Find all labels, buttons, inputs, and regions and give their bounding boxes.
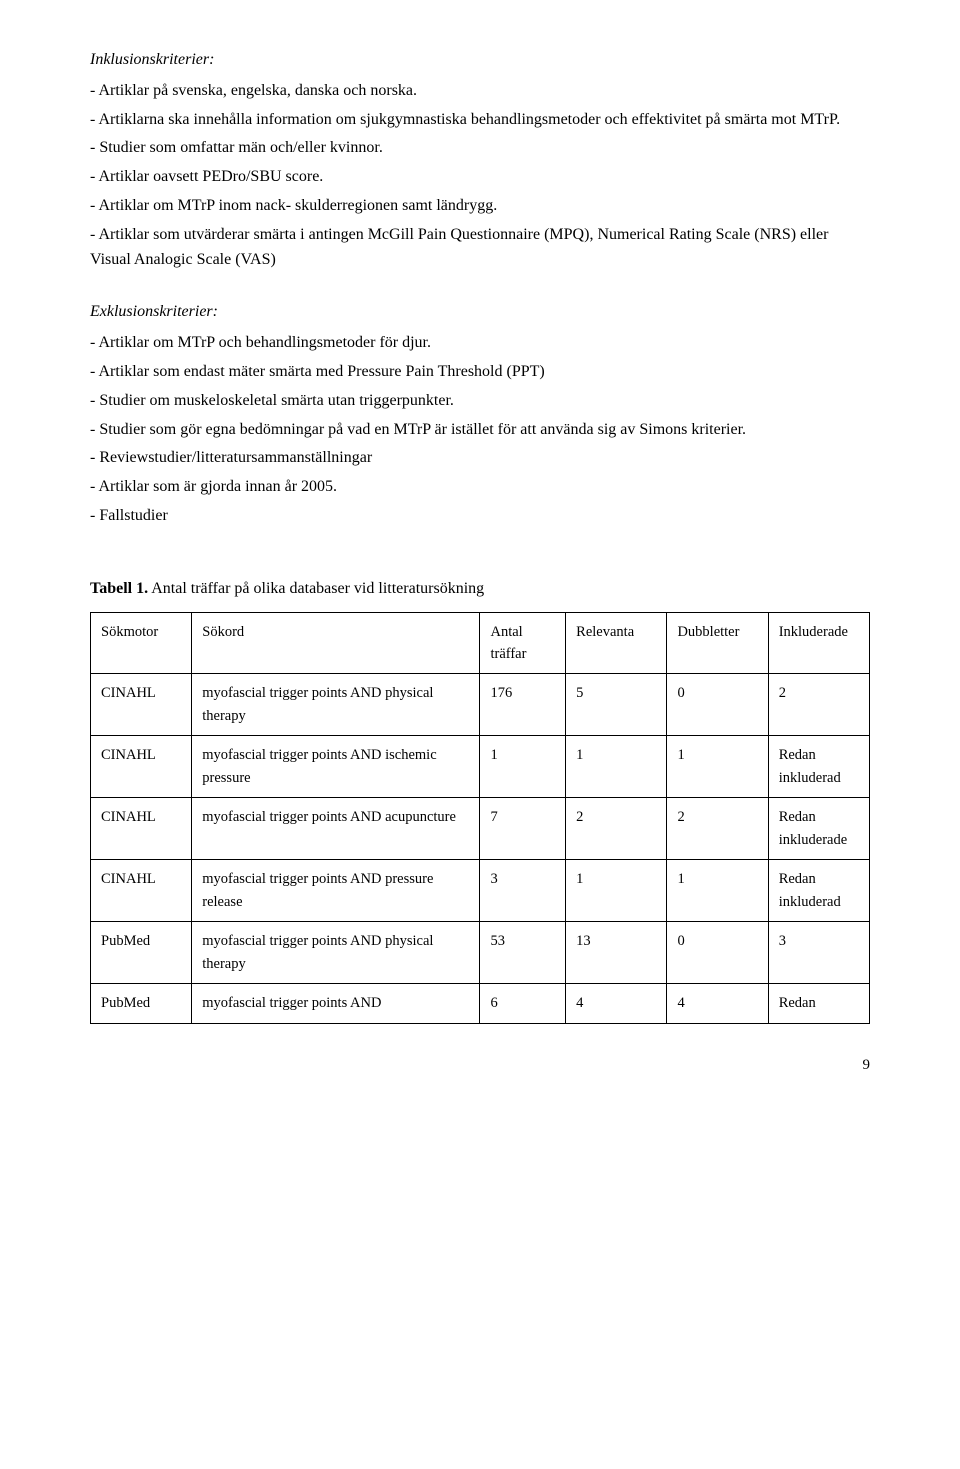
cell-sokord: myofascial trigger points AND pressure r… bbox=[192, 860, 480, 922]
cell-dubbletter: 0 bbox=[667, 674, 768, 736]
cell-dubbletter: 0 bbox=[667, 922, 768, 984]
cell-inkluderade: Redan inkluderad bbox=[768, 860, 869, 922]
cell-sokord: myofascial trigger points AND physical t… bbox=[192, 674, 480, 736]
table-row: CINAHL myofascial trigger points AND isc… bbox=[91, 736, 870, 798]
list-item: - Artiklar om MTrP inom nack- skulderreg… bbox=[90, 194, 870, 219]
cell-antal: 3 bbox=[480, 860, 566, 922]
list-item: - Fallstudier bbox=[90, 504, 870, 529]
cell-sokmotor: CINAHL bbox=[91, 798, 192, 860]
cell-inkluderade: 2 bbox=[768, 674, 869, 736]
cell-antal: 6 bbox=[480, 984, 566, 1023]
cell-relevanta: 1 bbox=[566, 736, 667, 798]
cell-relevanta: 5 bbox=[566, 674, 667, 736]
table-row: CINAHL myofascial trigger points AND pre… bbox=[91, 860, 870, 922]
cell-inkluderade: 3 bbox=[768, 922, 869, 984]
cell-relevanta: 2 bbox=[566, 798, 667, 860]
col-inkluderade-header: Inkluderade bbox=[768, 612, 869, 674]
cell-sokord: myofascial trigger points AND bbox=[192, 984, 480, 1023]
list-item: - Artiklar oavsett PEDro/SBU score. bbox=[90, 165, 870, 190]
inclusion-list: - Artiklar på svenska, engelska, danska … bbox=[90, 79, 870, 273]
cell-inkluderade: Redan inkluderad bbox=[768, 736, 869, 798]
list-item: - Artiklar som utvärderar smärta i antin… bbox=[90, 223, 870, 273]
cell-relevanta: 4 bbox=[566, 984, 667, 1023]
col-sokord-header: Sökord bbox=[192, 612, 480, 674]
list-item: - Artiklar på svenska, engelska, danska … bbox=[90, 79, 870, 104]
list-item: - Artiklar som är gjorda innan år 2005. bbox=[90, 475, 870, 500]
cell-sokmotor: CINAHL bbox=[91, 674, 192, 736]
list-item: - Studier om muskeloskeletal smärta utan… bbox=[90, 389, 870, 414]
list-item: - Artiklar om MTrP och behandlingsmetode… bbox=[90, 331, 870, 356]
table-caption: Tabell 1. Antal träffar på olika databas… bbox=[90, 577, 870, 602]
inclusion-heading: Inklusionskriterier: bbox=[90, 48, 870, 73]
exclusion-heading: Exklusionskriterier: bbox=[90, 300, 870, 325]
cell-antal: 1 bbox=[480, 736, 566, 798]
cell-sokord: myofascial trigger points AND ischemic p… bbox=[192, 736, 480, 798]
cell-dubbletter: 2 bbox=[667, 798, 768, 860]
cell-sokmotor: CINAHL bbox=[91, 860, 192, 922]
cell-antal: 53 bbox=[480, 922, 566, 984]
cell-sokmotor: PubMed bbox=[91, 922, 192, 984]
col-relevanta-header: Relevanta bbox=[566, 612, 667, 674]
cell-antal: 176 bbox=[480, 674, 566, 736]
cell-dubbletter: 4 bbox=[667, 984, 768, 1023]
cell-sokord: myofascial trigger points AND acupunctur… bbox=[192, 798, 480, 860]
cell-sokord: myofascial trigger points AND physical t… bbox=[192, 922, 480, 984]
list-item: - Artiklar som endast mäter smärta med P… bbox=[90, 360, 870, 385]
col-sokmotor-header: Sökmotor bbox=[91, 612, 192, 674]
exclusion-list: - Artiklar om MTrP och behandlingsmetode… bbox=[90, 331, 870, 529]
cell-dubbletter: 1 bbox=[667, 736, 768, 798]
list-item: - Reviewstudier/litteratursammanställnin… bbox=[90, 446, 870, 471]
table-row: PubMed myofascial trigger points AND 6 4… bbox=[91, 984, 870, 1023]
cell-inkluderade: Redan bbox=[768, 984, 869, 1023]
col-antal-header: Antal träffar bbox=[480, 612, 566, 674]
col-dubbletter-header: Dubbletter bbox=[667, 612, 768, 674]
cell-relevanta: 1 bbox=[566, 860, 667, 922]
table-caption-label: Tabell 1. bbox=[90, 580, 148, 597]
cell-dubbletter: 1 bbox=[667, 860, 768, 922]
cell-sokmotor: PubMed bbox=[91, 984, 192, 1023]
cell-sokmotor: CINAHL bbox=[91, 736, 192, 798]
list-item: - Studier som omfattar män och/eller kvi… bbox=[90, 136, 870, 161]
search-results-table: Sökmotor Sökord Antal träffar Relevanta … bbox=[90, 612, 870, 1024]
table-header-row: Sökmotor Sökord Antal träffar Relevanta … bbox=[91, 612, 870, 674]
table-row: CINAHL myofascial trigger points AND phy… bbox=[91, 674, 870, 736]
table-body: CINAHL myofascial trigger points AND phy… bbox=[91, 674, 870, 1023]
cell-antal: 7 bbox=[480, 798, 566, 860]
table-caption-text: Antal träffar på olika databaser vid lit… bbox=[148, 580, 484, 597]
cell-relevanta: 13 bbox=[566, 922, 667, 984]
list-item: - Artiklarna ska innehålla information o… bbox=[90, 108, 870, 133]
table-row: CINAHL myofascial trigger points AND acu… bbox=[91, 798, 870, 860]
table-row: PubMed myofascial trigger points AND phy… bbox=[91, 922, 870, 984]
page-number: 9 bbox=[90, 1054, 870, 1077]
cell-inkluderade: Redan inkluderade bbox=[768, 798, 869, 860]
list-item: - Studier som gör egna bedömningar på va… bbox=[90, 418, 870, 443]
